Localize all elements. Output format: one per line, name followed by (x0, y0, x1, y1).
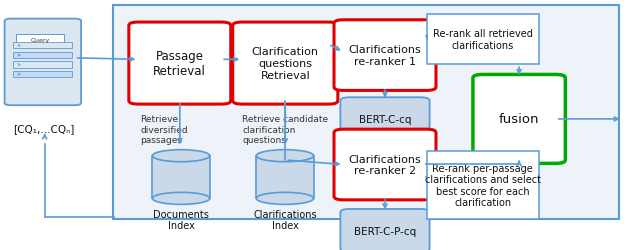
FancyBboxPatch shape (13, 72, 72, 78)
Text: Passage
Retrieval: Passage Retrieval (154, 50, 206, 78)
Text: Re-rank per-passage
clarifications and select
best score for each
clarification: Re-rank per-passage clarifications and s… (425, 163, 541, 208)
FancyBboxPatch shape (233, 23, 338, 105)
FancyBboxPatch shape (427, 15, 539, 65)
FancyBboxPatch shape (334, 130, 436, 200)
Text: Clarification
questions
Retrieval: Clarification questions Retrieval (252, 47, 319, 80)
Text: [CQ₁,...CQₙ]: [CQ₁,...CQₙ] (13, 124, 74, 134)
FancyBboxPatch shape (113, 6, 620, 219)
FancyBboxPatch shape (334, 21, 436, 91)
FancyBboxPatch shape (340, 209, 429, 250)
Text: fusion: fusion (499, 113, 540, 126)
FancyBboxPatch shape (4, 20, 81, 106)
Ellipse shape (256, 192, 314, 204)
Ellipse shape (152, 150, 210, 162)
Text: BERT-C-cq: BERT-C-cq (359, 114, 412, 124)
Ellipse shape (152, 192, 210, 204)
FancyBboxPatch shape (13, 62, 72, 68)
Text: Re-rank all retrieved
clarifications: Re-rank all retrieved clarifications (433, 29, 532, 51)
Text: Retrieve candidate
clarification
questions: Retrieve candidate clarification questio… (243, 115, 328, 144)
FancyBboxPatch shape (13, 53, 72, 59)
FancyBboxPatch shape (129, 23, 231, 105)
Text: BERT-C-P-cq: BERT-C-P-cq (354, 226, 416, 236)
FancyBboxPatch shape (340, 98, 429, 141)
Text: Query: Query (31, 38, 50, 43)
Bar (152, 156, 210, 198)
Text: Clarifications
re-ranker 2: Clarifications re-ranker 2 (349, 154, 421, 176)
FancyBboxPatch shape (16, 35, 65, 45)
Text: Clarifications
re-ranker 1: Clarifications re-ranker 1 (349, 45, 421, 67)
FancyBboxPatch shape (427, 151, 539, 219)
Bar (256, 156, 314, 198)
Text: Documents
Index: Documents Index (153, 209, 209, 230)
FancyBboxPatch shape (13, 43, 72, 49)
Text: Clarifications
Index: Clarifications Index (253, 209, 317, 230)
FancyBboxPatch shape (473, 75, 565, 164)
Ellipse shape (256, 150, 314, 162)
Text: Retrieve
diversified
passages: Retrieve diversified passages (140, 115, 188, 144)
